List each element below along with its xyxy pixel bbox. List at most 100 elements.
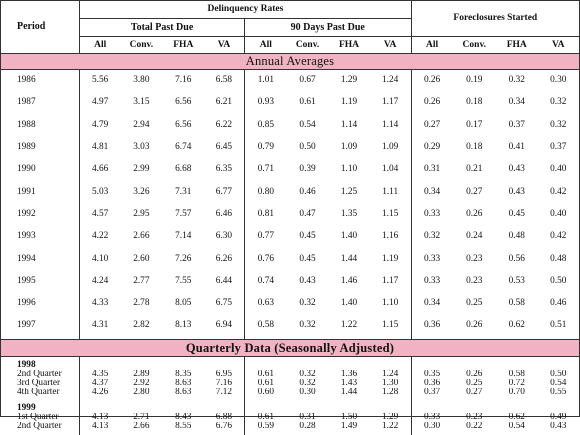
cell-value: 6.95 bbox=[215, 369, 233, 379]
cell-value: 0.43 bbox=[299, 275, 316, 286]
cell-value: 0.74 bbox=[243, 269, 287, 292]
cell-value: 1.09 bbox=[382, 142, 399, 153]
column-header-all: All bbox=[243, 36, 287, 54]
cell-value: 1.35 bbox=[340, 208, 358, 219]
cell-value: 2.80 bbox=[133, 387, 150, 397]
cell-value: 2.60 bbox=[133, 253, 150, 264]
cell-value: 1.15 bbox=[382, 320, 399, 331]
cell-value: 6.94 bbox=[215, 320, 233, 331]
cell-value: 0.54 bbox=[550, 378, 567, 388]
cell-value: 1.30 bbox=[382, 378, 399, 388]
cell-value: 2.78 bbox=[133, 298, 150, 309]
cell-value: 0.59 bbox=[243, 421, 287, 431]
column-header-va: VA bbox=[204, 36, 245, 54]
cell-value: 0.17 bbox=[466, 119, 483, 130]
cell-value: 1.17 bbox=[382, 275, 399, 286]
cell-value: 0.61 bbox=[243, 378, 287, 388]
cell-value: 6.35 bbox=[215, 164, 233, 175]
cell-value: 1.49 bbox=[340, 421, 358, 431]
cell-value: 2.89 bbox=[133, 369, 150, 379]
table-row: 1989 4.81 3.03 6.74 6.45 0.79 0.50 1.09 1.09 0.29… bbox=[1, 135, 579, 159]
cell-value: 4.57 bbox=[79, 202, 121, 226]
cell-value: 0.58 bbox=[508, 369, 525, 379]
cell-value: 0.85 bbox=[243, 113, 287, 136]
cell-value: 0.32 bbox=[410, 225, 453, 248]
cell-value: 6.77 bbox=[215, 186, 233, 197]
cell-value: 6.76 bbox=[215, 421, 233, 431]
cell-value: 0.33 bbox=[410, 202, 453, 226]
cell-value: 0.37 bbox=[550, 142, 567, 153]
cell-value: 4.35 bbox=[79, 369, 121, 379]
cell-value: 0.19 bbox=[466, 75, 483, 86]
cell-value: 0.53 bbox=[508, 275, 525, 286]
table-row: 1987 4.97 3.15 6.56 6.21 0.93 0.61 1.19 1.17 0.26… bbox=[1, 91, 579, 114]
cell-value: 4.81 bbox=[79, 135, 121, 159]
cell-value: 1.10 bbox=[382, 298, 399, 309]
cell-value: 4.79 bbox=[79, 113, 121, 136]
cell-value: 0.76 bbox=[243, 247, 287, 270]
cell-value: 4.13 bbox=[79, 421, 121, 431]
cell-value: 0.48 bbox=[508, 231, 525, 242]
cell-value: 2.95 bbox=[133, 208, 150, 219]
cell-value: 0.24 bbox=[466, 231, 483, 242]
column-header-conv: Conv. bbox=[120, 36, 163, 54]
total-past-due-header: Total Past Due bbox=[79, 18, 245, 37]
cell-value: 0.36 bbox=[410, 314, 453, 337]
cell-value: 0.27 bbox=[466, 387, 483, 397]
row-period: 1989 bbox=[17, 142, 36, 153]
row-period: 1997 bbox=[17, 320, 36, 331]
cell-value: 0.54 bbox=[508, 421, 525, 431]
quarterly-data-banner: Quarterly Data (Seasonally Adjusted) bbox=[1, 339, 579, 358]
cell-value: 0.81 bbox=[243, 202, 287, 226]
cell-value: 4.13 bbox=[79, 412, 121, 422]
cell-value: 0.48 bbox=[550, 253, 567, 264]
cell-value: 4.33 bbox=[79, 291, 121, 315]
cell-value: 0.35 bbox=[410, 369, 453, 379]
cell-value: 0.42 bbox=[550, 231, 567, 242]
cell-value: 0.30 bbox=[550, 75, 567, 86]
table-row: 1995 4.24 2.77 7.55 6.44 0.74 0.43 1.46 1.17 0.33… bbox=[1, 269, 579, 292]
cell-value: 0.72 bbox=[508, 378, 525, 388]
cell-value: 0.33 bbox=[410, 247, 453, 270]
cell-value: 2.99 bbox=[133, 164, 150, 175]
table-row: 1992 4.57 2.95 7.57 6.46 0.81 0.47 1.35 1.15 0.33… bbox=[1, 202, 579, 226]
cell-value: 6.45 bbox=[215, 142, 233, 153]
cell-value: 0.25 bbox=[466, 378, 483, 388]
cell-value: 1.04 bbox=[382, 164, 399, 175]
cell-value: 0.26 bbox=[466, 320, 483, 331]
cell-value: 4.24 bbox=[79, 269, 121, 292]
cell-value: 1.40 bbox=[340, 231, 358, 242]
cell-value: 0.77 bbox=[243, 225, 287, 248]
cell-value: 0.62 bbox=[508, 412, 525, 422]
column-header-all: All bbox=[410, 36, 453, 54]
cell-value: 0.32 bbox=[550, 97, 567, 108]
cell-value: 0.32 bbox=[299, 298, 316, 309]
table-row: 2nd Quarter 4.13 2.66 8.55 6.76 0.59 0.28 1.49 1… bbox=[1, 421, 579, 431]
table-row: 2nd Quarter 4.35 2.89 8.35 6.95 0.61 0.32 1.36 1… bbox=[1, 369, 579, 379]
cell-value: 0.40 bbox=[550, 208, 567, 219]
cell-value: 0.34 bbox=[410, 291, 453, 315]
cell-value: 0.34 bbox=[410, 180, 453, 203]
cell-value: 8.63 bbox=[175, 378, 192, 388]
cell-value: 6.30 bbox=[215, 231, 233, 242]
cell-value: 6.56 bbox=[175, 97, 192, 108]
cell-value: 0.37 bbox=[508, 119, 525, 130]
column-header-conv: Conv. bbox=[452, 36, 497, 54]
cell-value: 8.13 bbox=[175, 320, 192, 331]
cell-value: 0.47 bbox=[299, 208, 316, 219]
row-period: 1992 bbox=[17, 208, 36, 219]
column-header-all: All bbox=[79, 36, 121, 54]
cell-value: 2.66 bbox=[133, 231, 150, 242]
cell-value: 0.43 bbox=[550, 421, 567, 431]
table-row: 1988 4.79 2.94 6.56 6.22 0.85 0.54 1.14 1.14 0.27… bbox=[1, 113, 579, 136]
cell-value: 6.74 bbox=[175, 142, 192, 153]
cell-value: 0.18 bbox=[466, 97, 483, 108]
cell-value: 8.63 bbox=[175, 387, 192, 397]
cell-value: 0.43 bbox=[508, 164, 525, 175]
cell-value: 0.61 bbox=[299, 97, 316, 108]
delinquency-rates-header: Delinquency Rates bbox=[79, 1, 412, 19]
table-row: 1994 4.10 2.60 7.26 6.26 0.76 0.45 1.44 1.19 0.33… bbox=[1, 247, 579, 270]
cell-value: 0.27 bbox=[410, 113, 453, 136]
